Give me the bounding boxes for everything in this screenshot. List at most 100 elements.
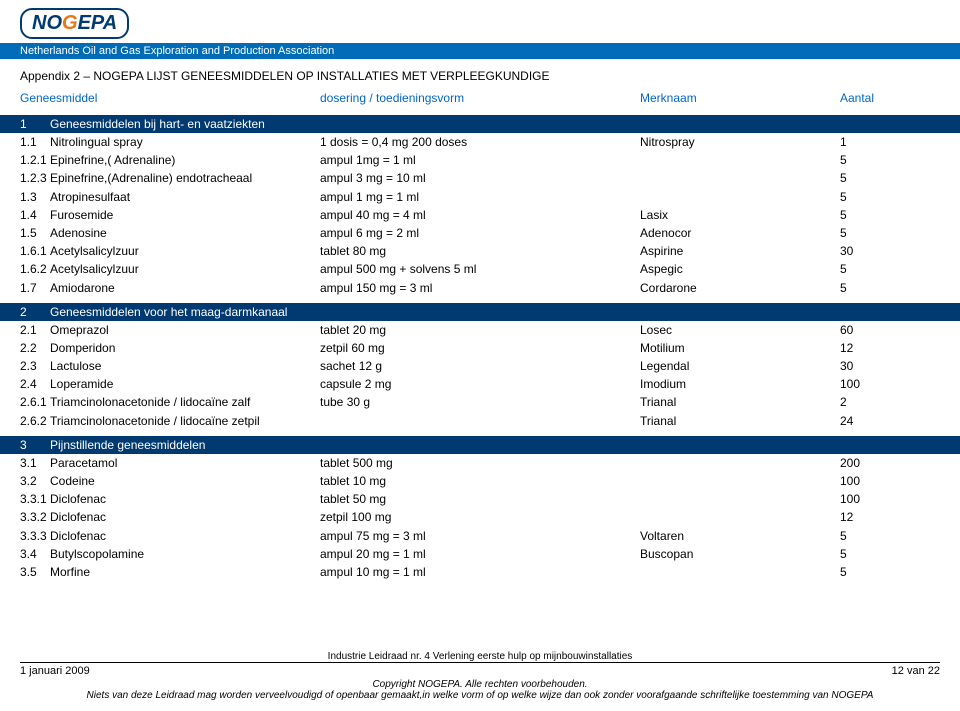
row-brand — [640, 473, 840, 489]
row-brand: Aspirine — [640, 243, 840, 259]
row-dose: ampul 6 mg = 2 ml — [320, 225, 640, 241]
footer: Industrie Leidraad nr. 4 Verlening eerst… — [0, 647, 960, 711]
table-row: 2.3Lactulosesachet 12 gLegendal30 — [0, 357, 960, 375]
row-qty: 200 — [840, 455, 900, 471]
row-dose: sachet 12 g — [320, 358, 640, 374]
table-row: 1.1Nitrolingual spray1 dosis = 0,4 mg 20… — [0, 133, 960, 151]
row-brand: Lasix — [640, 207, 840, 223]
row-brand — [640, 564, 840, 580]
row-num: 3.3.1 — [20, 491, 50, 507]
row-qty: 2 — [840, 394, 900, 410]
row-name: Triamcinolonacetonide / lidocaïne zetpil — [50, 413, 320, 429]
logo-letter: E — [78, 12, 91, 34]
col-aantal: Aantal — [840, 91, 900, 105]
row-dose: ampul 10 mg = 1 ml — [320, 564, 640, 580]
row-num: 3.5 — [20, 564, 50, 580]
row-num: 2.2 — [20, 340, 50, 356]
table-row: 1.2.3Epinefrine,(Adrenaline) endotrachea… — [0, 169, 960, 187]
nogepa-logo: NOGEPA — [20, 8, 129, 39]
table-row: 3.2Codeinetablet 10 mg100 — [0, 472, 960, 490]
row-qty: 5 — [840, 225, 900, 241]
row-num: 3.4 — [20, 546, 50, 562]
table-row: 2.2Domperidonzetpil 60 mgMotilium12 — [0, 339, 960, 357]
row-name: Loperamide — [50, 376, 320, 392]
row-brand: Legendal — [640, 358, 840, 374]
logo-letter: A — [103, 12, 117, 34]
row-num: 1.3 — [20, 189, 50, 205]
row-qty: 30 — [840, 358, 900, 374]
row-qty: 60 — [840, 322, 900, 338]
row-dose: zetpil 100 mg — [320, 509, 640, 525]
row-name: Acetylsalicylzuur — [50, 261, 320, 277]
table-row: 1.7Amiodaroneampul 150 mg = 3 mlCordaron… — [0, 279, 960, 297]
footer-disclaimer: Niets van deze Leidraad mag worden verve… — [20, 690, 940, 701]
section-num: 3 — [20, 438, 50, 452]
row-name: Acetylsalicylzuur — [50, 243, 320, 259]
banner: Netherlands Oil and Gas Exploration and … — [0, 43, 960, 59]
row-name: Diclofenac — [50, 509, 320, 525]
row-dose: tube 30 g — [320, 394, 640, 410]
document-title: Appendix 2 – NOGEPA LIJST GENEESMIDDELEN… — [0, 59, 960, 89]
col-dosering: dosering / toedieningsvorm — [320, 91, 640, 105]
row-num: 1.2.3 — [20, 170, 50, 186]
row-dose: 1 dosis = 0,4 mg 200 doses — [320, 134, 640, 150]
row-dose: ampul 75 mg = 3 ml — [320, 528, 640, 544]
row-name: Adenosine — [50, 225, 320, 241]
col-geneesmiddel: Geneesmiddel — [20, 91, 320, 105]
row-qty: 100 — [840, 376, 900, 392]
row-num: 2.4 — [20, 376, 50, 392]
footer-copyright: Copyright NOGEPA. Alle rechten voorbehou… — [20, 679, 940, 690]
row-qty: 5 — [840, 189, 900, 205]
logo-letter: P — [91, 12, 103, 34]
row-brand: Aspegic — [640, 261, 840, 277]
row-dose — [320, 413, 640, 429]
table-row: 3.3.2Diclofenaczetpil 100 mg 12 — [0, 508, 960, 526]
row-dose: ampul 500 mg + solvens 5 ml — [320, 261, 640, 277]
row-num: 2.1 — [20, 322, 50, 338]
section-header: 1Geneesmiddelen bij hart- en vaatziekten — [0, 115, 960, 133]
row-brand: Imodium — [640, 376, 840, 392]
table-row: 1.6.1Acetylsalicylzuurtablet 80 mgAspiri… — [0, 242, 960, 260]
table-row: 1.6.2Acetylsalicylzuurampul 500 mg + sol… — [0, 260, 960, 278]
section-header: 2Geneesmiddelen voor het maag-darmkanaal — [0, 303, 960, 321]
row-num: 1.1 — [20, 134, 50, 150]
row-name: Domperidon — [50, 340, 320, 356]
row-name: Furosemide — [50, 207, 320, 223]
row-dose: ampul 1mg = 1 ml — [320, 152, 640, 168]
row-qty: 12 — [840, 509, 900, 525]
row-qty: 30 — [840, 243, 900, 259]
row-num: 1.5 — [20, 225, 50, 241]
row-num: 1.4 — [20, 207, 50, 223]
table-row: 2.6.1Triamcinolonacetonide / lidocaïne z… — [0, 393, 960, 411]
row-num: 3.3.3 — [20, 528, 50, 544]
footer-page: 12 van 22 — [892, 665, 940, 677]
column-headers: Geneesmiddel dosering / toedieningsvorm … — [0, 89, 960, 109]
row-brand: Buscopan — [640, 546, 840, 562]
row-num: 3.1 — [20, 455, 50, 471]
row-dose: ampul 40 mg = 4 ml — [320, 207, 640, 223]
section-num: 1 — [20, 117, 50, 131]
col-merknaam: Merknaam — [640, 91, 840, 105]
row-qty: 24 — [840, 413, 900, 429]
row-qty: 12 — [840, 340, 900, 356]
row-dose: ampul 1 mg = 1 ml — [320, 189, 640, 205]
row-qty: 5 — [840, 152, 900, 168]
row-name: Diclofenac — [50, 528, 320, 544]
table-row: 3.1Paracetamoltablet 500 mg200 — [0, 454, 960, 472]
row-num: 1.6.1 — [20, 243, 50, 259]
row-num: 3.3.2 — [20, 509, 50, 525]
row-brand: Cordarone — [640, 280, 840, 296]
section-title: Pijnstillende geneesmiddelen — [50, 438, 205, 452]
row-num: 1.2.1 — [20, 152, 50, 168]
row-name: Butylscopolamine — [50, 546, 320, 562]
row-name: Atropinesulfaat — [50, 189, 320, 205]
row-brand: Trianal — [640, 413, 840, 429]
logo-letter: O — [46, 12, 62, 34]
row-qty: 5 — [840, 261, 900, 277]
section-num: 2 — [20, 305, 50, 319]
row-name: Diclofenac — [50, 491, 320, 507]
row-qty: 100 — [840, 491, 900, 507]
footer-doc: Industrie Leidraad nr. 4 Verlening eerst… — [20, 651, 940, 662]
row-dose: tablet 20 mg — [320, 322, 640, 338]
row-qty: 1 — [840, 134, 900, 150]
